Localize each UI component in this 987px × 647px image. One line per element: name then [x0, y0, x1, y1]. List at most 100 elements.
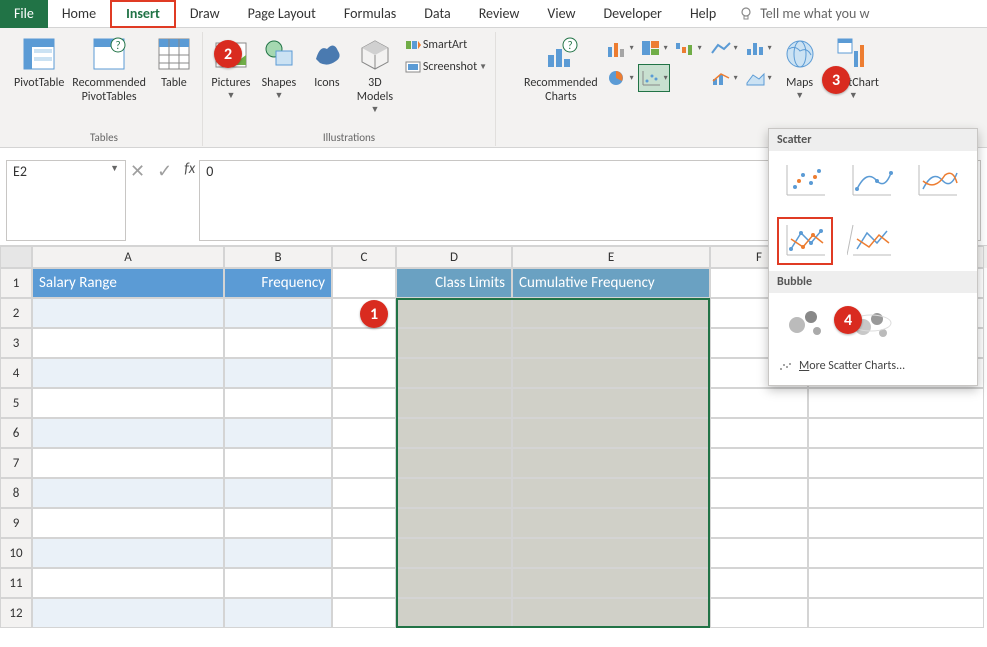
cell-G8[interactable]: [808, 478, 984, 508]
row-header-6[interactable]: 6: [0, 418, 32, 448]
cell-B6[interactable]: [224, 418, 332, 448]
cell-B9[interactable]: [224, 508, 332, 538]
cell-E12[interactable]: [512, 598, 710, 628]
tab-review[interactable]: Review: [465, 0, 534, 28]
tab-file[interactable]: File: [0, 0, 48, 28]
cell-E1[interactable]: Cumulative Frequency: [512, 268, 710, 298]
cell-B12[interactable]: [224, 598, 332, 628]
cell-E11[interactable]: [512, 568, 710, 598]
cell-G12[interactable]: [808, 598, 984, 628]
fx-insert-function-button[interactable]: fx: [184, 160, 195, 178]
cell-E5[interactable]: [512, 388, 710, 418]
cell-E9[interactable]: [512, 508, 710, 538]
chart-statistic-button[interactable]: ▾: [742, 34, 774, 62]
tab-formulas[interactable]: Formulas: [330, 0, 410, 28]
row-header-2[interactable]: 2: [0, 298, 32, 328]
cell-D1[interactable]: Class Limits: [396, 268, 512, 298]
fx-enter-button[interactable]: ✓: [157, 160, 172, 182]
cell-G10[interactable]: [808, 538, 984, 568]
col-header-d[interactable]: D: [396, 246, 512, 268]
fx-cancel-button[interactable]: ✕: [130, 160, 145, 182]
cell-D9[interactable]: [396, 508, 512, 538]
cell-A6[interactable]: [32, 418, 224, 448]
cell-D3[interactable]: [396, 328, 512, 358]
chart-scatter-button[interactable]: ▾: [638, 64, 670, 92]
cell-A5[interactable]: [32, 388, 224, 418]
cell-F9[interactable]: [710, 508, 808, 538]
cell-F11[interactable]: [710, 568, 808, 598]
cell-F8[interactable]: [710, 478, 808, 508]
row-header-4[interactable]: 4: [0, 358, 32, 388]
chart-pie-button[interactable]: ▾: [604, 64, 636, 92]
tab-view[interactable]: View: [533, 0, 589, 28]
cell-B1[interactable]: Frequency: [224, 268, 332, 298]
col-header-c[interactable]: C: [332, 246, 396, 268]
chart-combo-button[interactable]: ▾: [708, 64, 740, 92]
shapes-button[interactable]: Shapes▼: [255, 32, 303, 103]
cell-E3[interactable]: [512, 328, 710, 358]
table-button[interactable]: Table: [150, 32, 198, 92]
cell-B3[interactable]: [224, 328, 332, 358]
cell-C9[interactable]: [332, 508, 396, 538]
cell-B5[interactable]: [224, 388, 332, 418]
cell-E10[interactable]: [512, 538, 710, 568]
name-box[interactable]: E2 ▼: [6, 160, 126, 241]
scatter-markers-only[interactable]: [777, 157, 833, 205]
cell-B8[interactable]: [224, 478, 332, 508]
cell-A8[interactable]: [32, 478, 224, 508]
cell-D10[interactable]: [396, 538, 512, 568]
row-header-11[interactable]: 11: [0, 568, 32, 598]
screenshot-button[interactable]: Screenshot▼: [403, 56, 487, 78]
row-header-12[interactable]: 12: [0, 598, 32, 628]
tab-page-layout[interactable]: Page Layout: [234, 0, 330, 28]
cell-A9[interactable]: [32, 508, 224, 538]
icons-button[interactable]: Icons: [303, 32, 351, 92]
scatter-straight-markers[interactable]: [777, 217, 833, 265]
cell-B4[interactable]: [224, 358, 332, 388]
row-header-1[interactable]: 1: [0, 268, 32, 298]
cell-A2[interactable]: [32, 298, 224, 328]
cell-C5[interactable]: [332, 388, 396, 418]
cell-C12[interactable]: [332, 598, 396, 628]
cell-G9[interactable]: [808, 508, 984, 538]
cell-F6[interactable]: [710, 418, 808, 448]
row-header-9[interactable]: 9: [0, 508, 32, 538]
cell-A12[interactable]: [32, 598, 224, 628]
cell-F10[interactable]: [710, 538, 808, 568]
tab-insert[interactable]: Insert: [110, 0, 176, 28]
row-header-10[interactable]: 10: [0, 538, 32, 568]
cell-B11[interactable]: [224, 568, 332, 598]
col-header-a[interactable]: A: [32, 246, 224, 268]
cell-B10[interactable]: [224, 538, 332, 568]
col-header-e[interactable]: E: [512, 246, 710, 268]
cell-A3[interactable]: [32, 328, 224, 358]
tab-developer[interactable]: Developer: [589, 0, 675, 28]
scatter-smooth-lines[interactable]: [909, 157, 965, 205]
recommended-charts-button[interactable]: ? Recommended Charts: [520, 32, 602, 106]
chart-line-button[interactable]: ▾: [708, 34, 740, 62]
maps-button[interactable]: Maps▼: [776, 32, 824, 103]
row-header-3[interactable]: 3: [0, 328, 32, 358]
cell-E6[interactable]: [512, 418, 710, 448]
cell-C11[interactable]: [332, 568, 396, 598]
3d-models-button[interactable]: 3D Models▼: [351, 32, 399, 117]
cell-D4[interactable]: [396, 358, 512, 388]
tab-data[interactable]: Data: [410, 0, 464, 28]
cell-G5[interactable]: [808, 388, 984, 418]
cell-D2[interactable]: [396, 298, 512, 328]
cell-D5[interactable]: [396, 388, 512, 418]
tab-draw[interactable]: Draw: [176, 0, 234, 28]
row-header-8[interactable]: 8: [0, 478, 32, 508]
cell-E7[interactable]: [512, 448, 710, 478]
tab-home[interactable]: Home: [48, 0, 110, 28]
cell-C7[interactable]: [332, 448, 396, 478]
more-scatter-charts[interactable]: More Scatter Charts...: [769, 353, 977, 379]
col-header-b[interactable]: B: [224, 246, 332, 268]
cell-D8[interactable]: [396, 478, 512, 508]
tell-me[interactable]: Tell me what you w: [738, 5, 869, 22]
select-all-corner[interactable]: [0, 246, 32, 268]
smartart-button[interactable]: SmartArt: [403, 34, 487, 56]
scatter-smooth-markers[interactable]: [843, 157, 899, 205]
row-header-5[interactable]: 5: [0, 388, 32, 418]
cell-F5[interactable]: [710, 388, 808, 418]
